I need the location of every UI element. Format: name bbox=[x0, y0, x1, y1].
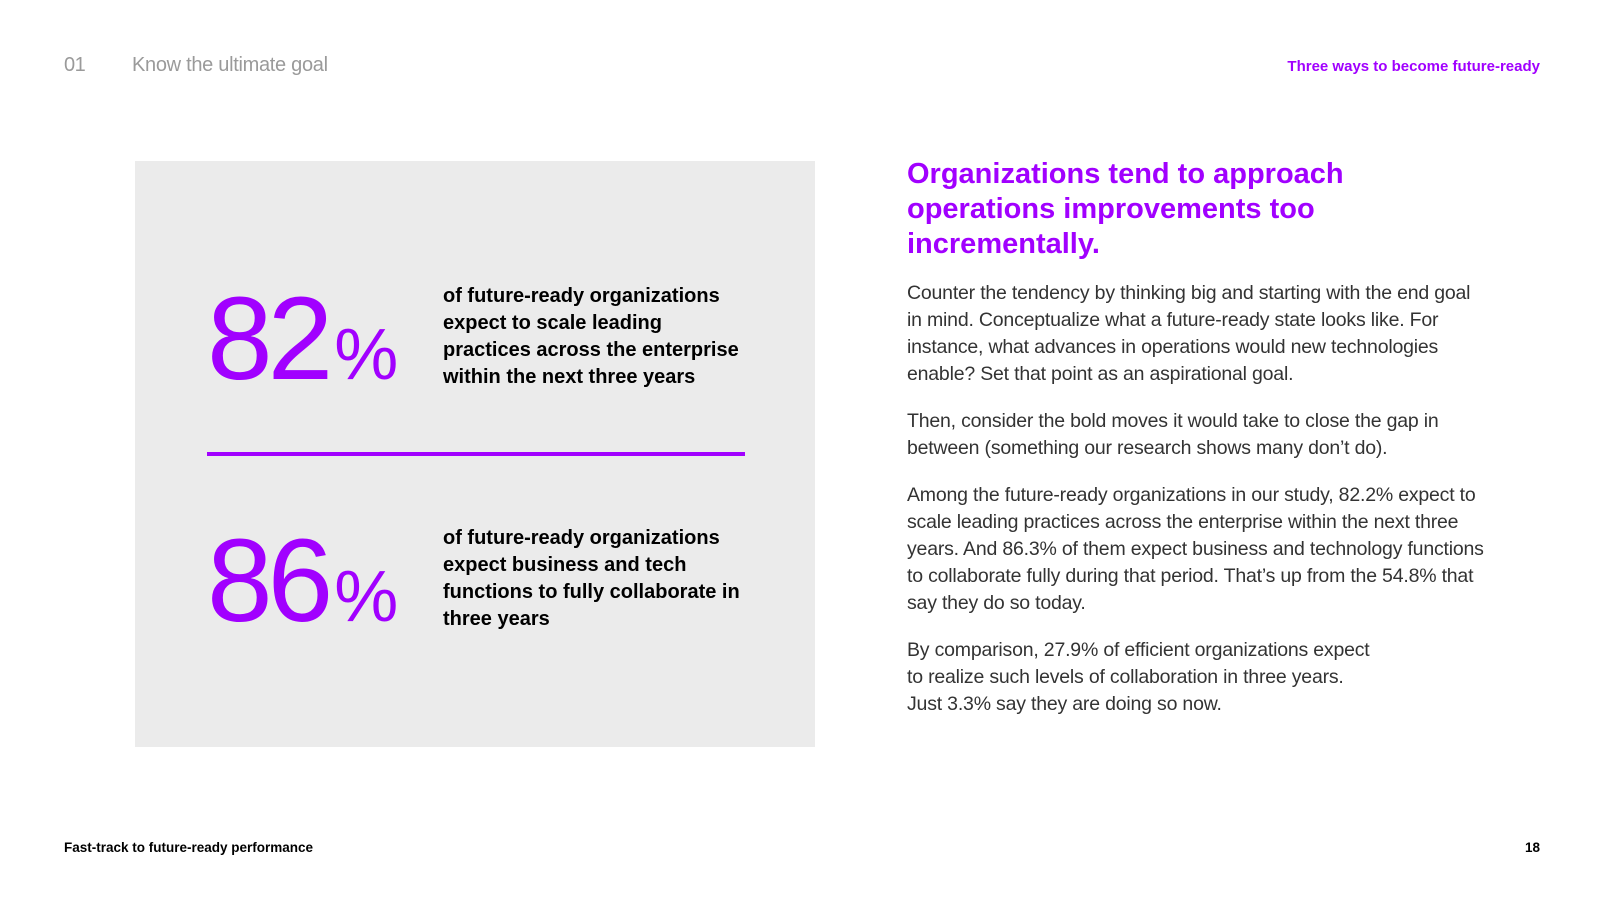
body-paragraph: Among the future-ready organizations in … bbox=[907, 484, 1484, 614]
stat-unit: % bbox=[334, 315, 399, 395]
stat-value: 86 bbox=[207, 515, 333, 647]
stat-number: 82% bbox=[207, 279, 398, 415]
stat-block: 82% of future-ready organizations expect… bbox=[207, 279, 767, 419]
stat-description: of future-ready organizations expect bus… bbox=[443, 527, 740, 630]
divider bbox=[207, 452, 745, 456]
main-heading: Organizations tend to approach operation… bbox=[907, 158, 1344, 260]
section-title: Know the ultimate goal bbox=[132, 54, 328, 76]
body-paragraph: Then, consider the bold moves it would t… bbox=[907, 410, 1439, 459]
stat-description: of future-ready organizations expect to … bbox=[443, 285, 739, 388]
body-text: Counter the tendency by thinking big and… bbox=[907, 280, 1487, 738]
stats-panel: 82% of future-ready organizations expect… bbox=[135, 161, 815, 747]
body-paragraph: By comparison, 27.9% of efficient organi… bbox=[907, 639, 1370, 715]
page-number: 18 bbox=[1524, 840, 1540, 855]
stat-block: 86% of future-ready organizations expect… bbox=[207, 521, 767, 661]
stat-number: 86% bbox=[207, 521, 398, 657]
stat-value: 82 bbox=[207, 273, 333, 405]
series-title: Three ways to become future-ready bbox=[1287, 58, 1540, 75]
section-number: 01 bbox=[64, 54, 86, 76]
body-paragraph: Counter the tendency by thinking big and… bbox=[907, 282, 1471, 385]
stat-unit: % bbox=[334, 557, 399, 637]
document-title: Fast-track to future-ready performance bbox=[64, 840, 314, 855]
